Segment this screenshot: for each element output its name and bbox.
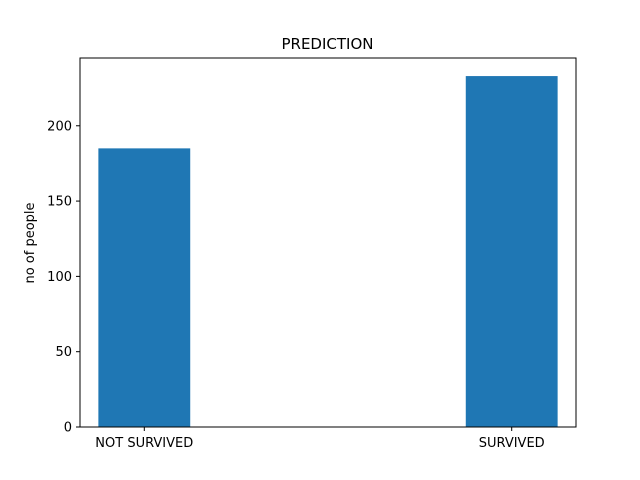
y-tick-label: 100 bbox=[47, 270, 72, 285]
y-tick-label: 150 bbox=[47, 195, 72, 210]
chart-title: PREDICTION bbox=[281, 35, 373, 53]
y-tick-label: 200 bbox=[47, 119, 72, 134]
x-tick-label: SURVIVED bbox=[479, 436, 545, 451]
bar-not-survived bbox=[98, 148, 191, 427]
plot-frame bbox=[79, 57, 577, 428]
bar-survived bbox=[465, 76, 558, 427]
x-ticks-group: NOT SURVIVED SURVIVED bbox=[95, 427, 545, 451]
bars-group bbox=[98, 76, 558, 427]
y-ticks-group: 0 50 100 150 200 bbox=[47, 119, 80, 436]
y-tick-label: 0 bbox=[64, 421, 72, 436]
y-axis-label: no of people bbox=[23, 202, 38, 283]
y-tick-label: 50 bbox=[55, 345, 72, 360]
x-tick-label: NOT SURVIVED bbox=[95, 436, 193, 451]
